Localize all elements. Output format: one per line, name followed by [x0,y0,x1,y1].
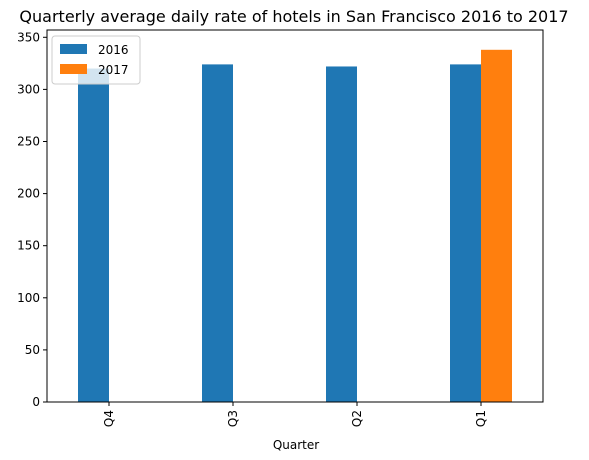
y-tick-label-100: 100 [17,291,40,305]
x-tick-label-Q3: Q3 [226,410,240,427]
bar-2016-Q2 [326,66,357,403]
legend-swatch-2016 [60,44,87,54]
y-tick-label-300: 300 [17,82,40,96]
bar-2017-Q1 [481,49,512,403]
y-tick-label-50: 50 [25,343,40,357]
y-tick-label-150: 150 [17,239,40,253]
chart-title: Quarterly average daily rate of hotels i… [19,7,568,26]
y-tick-label-350: 350 [17,30,40,44]
bar-2016-Q4 [78,68,109,402]
y-tick-label-250: 250 [17,134,40,148]
plot-area: 0 50 100 150 200 250 300 350 Q4 Q3 Q2 Q1 2016 2017 [17,29,544,427]
x-tick-label-Q2: Q2 [350,410,364,427]
y-tick-label-0: 0 [32,395,40,409]
x-axis-label: Quarter [273,438,319,452]
bar-2016-Q3 [202,64,233,403]
legend-swatch-2017 [60,64,87,74]
legend-label-2016: 2016 [98,43,129,57]
y-tick-label-200: 200 [17,187,40,201]
bar-2016-Q1 [450,64,481,403]
x-tick-label-Q4: Q4 [102,410,116,427]
legend-label-2017: 2017 [98,63,129,77]
axes-frame [46,29,544,403]
x-tick-label-Q1: Q1 [474,410,488,427]
